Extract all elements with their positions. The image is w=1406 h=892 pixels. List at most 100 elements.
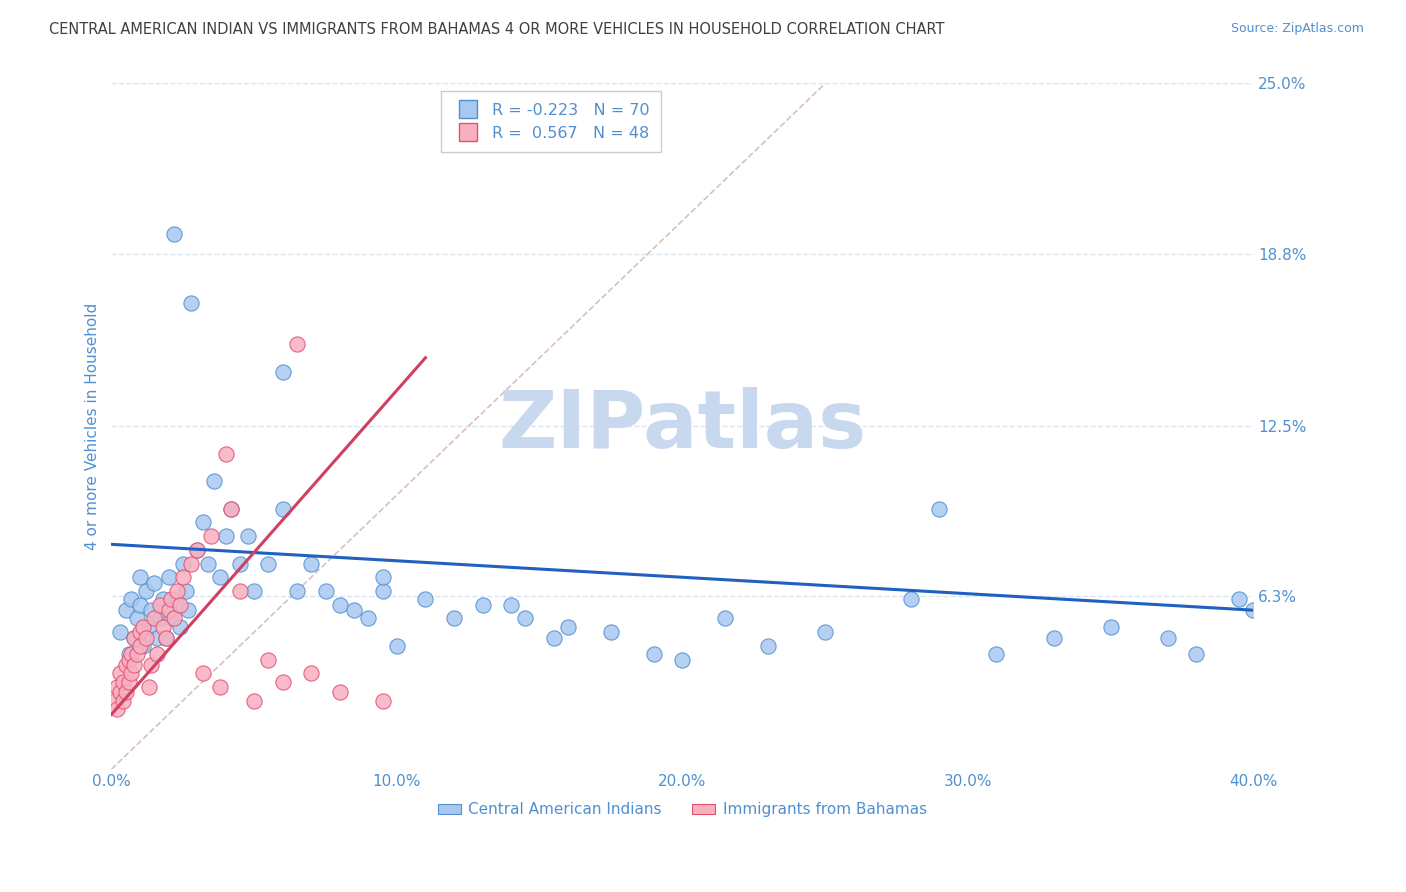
Legend: Central American Indians, Immigrants from Bahamas: Central American Indians, Immigrants fro…: [432, 797, 934, 823]
Point: [299, 666, 322, 681]
Point: [285, 584, 308, 599]
Text: Source: ZipAtlas.com: Source: ZipAtlas.com: [1230, 22, 1364, 36]
Point: [169, 620, 191, 634]
Point: [122, 631, 145, 645]
Point: [155, 631, 177, 645]
Point: [108, 685, 131, 699]
Point: [257, 652, 280, 666]
Point: [166, 584, 188, 599]
Point: [471, 598, 494, 612]
Point: [172, 557, 194, 571]
Point: [135, 631, 157, 645]
Text: CENTRAL AMERICAN INDIAN VS IMMIGRANTS FROM BAHAMAS 4 OR MORE VEHICLES IN HOUSEHO: CENTRAL AMERICAN INDIAN VS IMMIGRANTS FR…: [49, 22, 945, 37]
Point: [141, 658, 163, 673]
Point: [1241, 603, 1264, 617]
Point: [299, 557, 322, 571]
Point: [357, 611, 380, 625]
Point: [157, 570, 180, 584]
Point: [285, 337, 308, 351]
Point: [163, 611, 186, 625]
Point: [103, 694, 125, 708]
Point: [177, 603, 200, 617]
Point: [141, 603, 163, 617]
Point: [315, 584, 337, 599]
Point: [443, 611, 465, 625]
Point: [143, 611, 166, 625]
Point: [132, 639, 155, 653]
Point: [152, 620, 174, 634]
Point: [271, 501, 294, 516]
Point: [174, 584, 197, 599]
Point: [163, 227, 186, 242]
Y-axis label: 4 or more Vehicles in Household: 4 or more Vehicles in Household: [86, 302, 100, 550]
Point: [117, 647, 139, 661]
Point: [928, 501, 950, 516]
Point: [1099, 620, 1122, 634]
Point: [166, 598, 188, 612]
Point: [271, 364, 294, 378]
Point: [122, 631, 145, 645]
Point: [146, 647, 169, 661]
Point: [127, 647, 149, 661]
Point: [120, 647, 142, 661]
Point: [157, 603, 180, 617]
Point: [986, 647, 1008, 661]
Point: [180, 296, 202, 310]
Point: [152, 592, 174, 607]
Point: [343, 603, 366, 617]
Point: [149, 611, 172, 625]
Point: [122, 658, 145, 673]
Point: [191, 516, 214, 530]
Point: [169, 598, 191, 612]
Point: [129, 570, 152, 584]
Point: [600, 625, 623, 640]
Point: [329, 685, 352, 699]
Point: [643, 647, 665, 661]
Point: [180, 557, 202, 571]
Point: [385, 639, 408, 653]
Point: [132, 620, 155, 634]
Point: [671, 652, 693, 666]
Point: [129, 625, 152, 640]
Point: [221, 501, 243, 516]
Point: [120, 666, 142, 681]
Point: [1185, 647, 1208, 661]
Point: [229, 584, 252, 599]
Point: [415, 592, 437, 607]
Point: [105, 680, 128, 694]
Point: [814, 625, 837, 640]
Point: [138, 620, 160, 634]
Point: [221, 501, 243, 516]
Point: [756, 639, 779, 653]
Point: [208, 680, 231, 694]
Point: [714, 611, 737, 625]
Point: [202, 475, 225, 489]
Point: [105, 702, 128, 716]
Point: [501, 598, 523, 612]
Point: [200, 529, 222, 543]
Point: [149, 598, 172, 612]
Point: [543, 631, 565, 645]
Point: [557, 620, 579, 634]
Point: [271, 674, 294, 689]
Point: [900, 592, 922, 607]
Point: [238, 529, 260, 543]
Point: [186, 542, 208, 557]
Point: [135, 584, 157, 599]
Point: [114, 658, 136, 673]
Point: [146, 631, 169, 645]
Point: [191, 666, 214, 681]
Point: [172, 570, 194, 584]
Point: [186, 542, 208, 557]
Point: [208, 570, 231, 584]
Point: [515, 611, 537, 625]
Point: [1227, 592, 1250, 607]
Point: [371, 694, 394, 708]
Point: [1042, 631, 1064, 645]
Point: [1157, 631, 1180, 645]
Point: [257, 557, 280, 571]
Point: [143, 575, 166, 590]
Point: [160, 611, 183, 625]
Point: [111, 694, 134, 708]
Point: [329, 598, 352, 612]
